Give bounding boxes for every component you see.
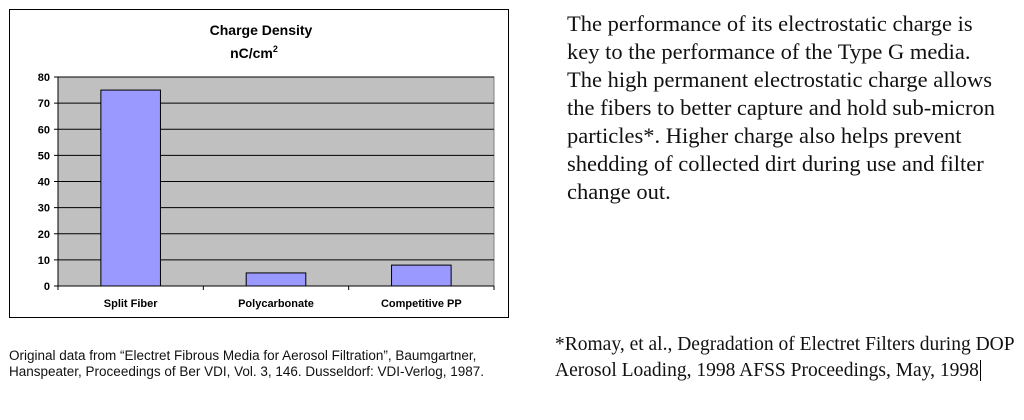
plot-area: 0 10 20 30 40 50 60 70 80 Split Fiber Polycarbonat… bbox=[38, 72, 495, 310]
x-category-label: Split Fiber bbox=[104, 298, 159, 310]
x-category-label: Polycarbonate bbox=[238, 298, 314, 310]
chart-subtitle: nC/cm2 bbox=[230, 44, 278, 61]
y-tick-label: 30 bbox=[38, 203, 50, 215]
bar-polycarbonate bbox=[245, 272, 307, 287]
chart-subtitle-base: nC/cm bbox=[230, 45, 273, 61]
y-tick-label: 0 bbox=[44, 281, 50, 293]
y-tick-label: 70 bbox=[38, 98, 50, 110]
bar-split-fiber bbox=[100, 89, 161, 287]
y-tick-label: 20 bbox=[38, 229, 50, 241]
y-tick-label: 50 bbox=[38, 150, 50, 162]
x-category-label: Competitive PP bbox=[381, 298, 462, 310]
chart-subtitle-exponent: 2 bbox=[273, 44, 278, 54]
source-note: Original data from “Electret Fibrous Med… bbox=[9, 348, 485, 379]
bar-chart-svg: Charge Density nC/cm2 0 10 20 30 40 50 60 70 80 S… bbox=[38, 22, 495, 310]
y-tick-label: 40 bbox=[38, 177, 50, 189]
y-tick-label: 60 bbox=[38, 124, 50, 136]
y-tick-label: 80 bbox=[38, 72, 50, 84]
citation-text: *Romay, et al., Degradation of Electret … bbox=[555, 334, 1014, 381]
citation: *Romay, et al., Degradation of Electret … bbox=[555, 332, 1015, 384]
y-tick-label: 10 bbox=[38, 255, 50, 267]
chart-title: Charge Density bbox=[210, 22, 313, 38]
text-cursor bbox=[979, 360, 981, 381]
body-paragraph: The performance of its electrostatic cha… bbox=[567, 11, 995, 204]
bar-competitive-pp bbox=[391, 264, 452, 287]
chart: Charge Density nC/cm2 0 10 20 30 40 50 60 70 80 S… bbox=[9, 9, 509, 318]
